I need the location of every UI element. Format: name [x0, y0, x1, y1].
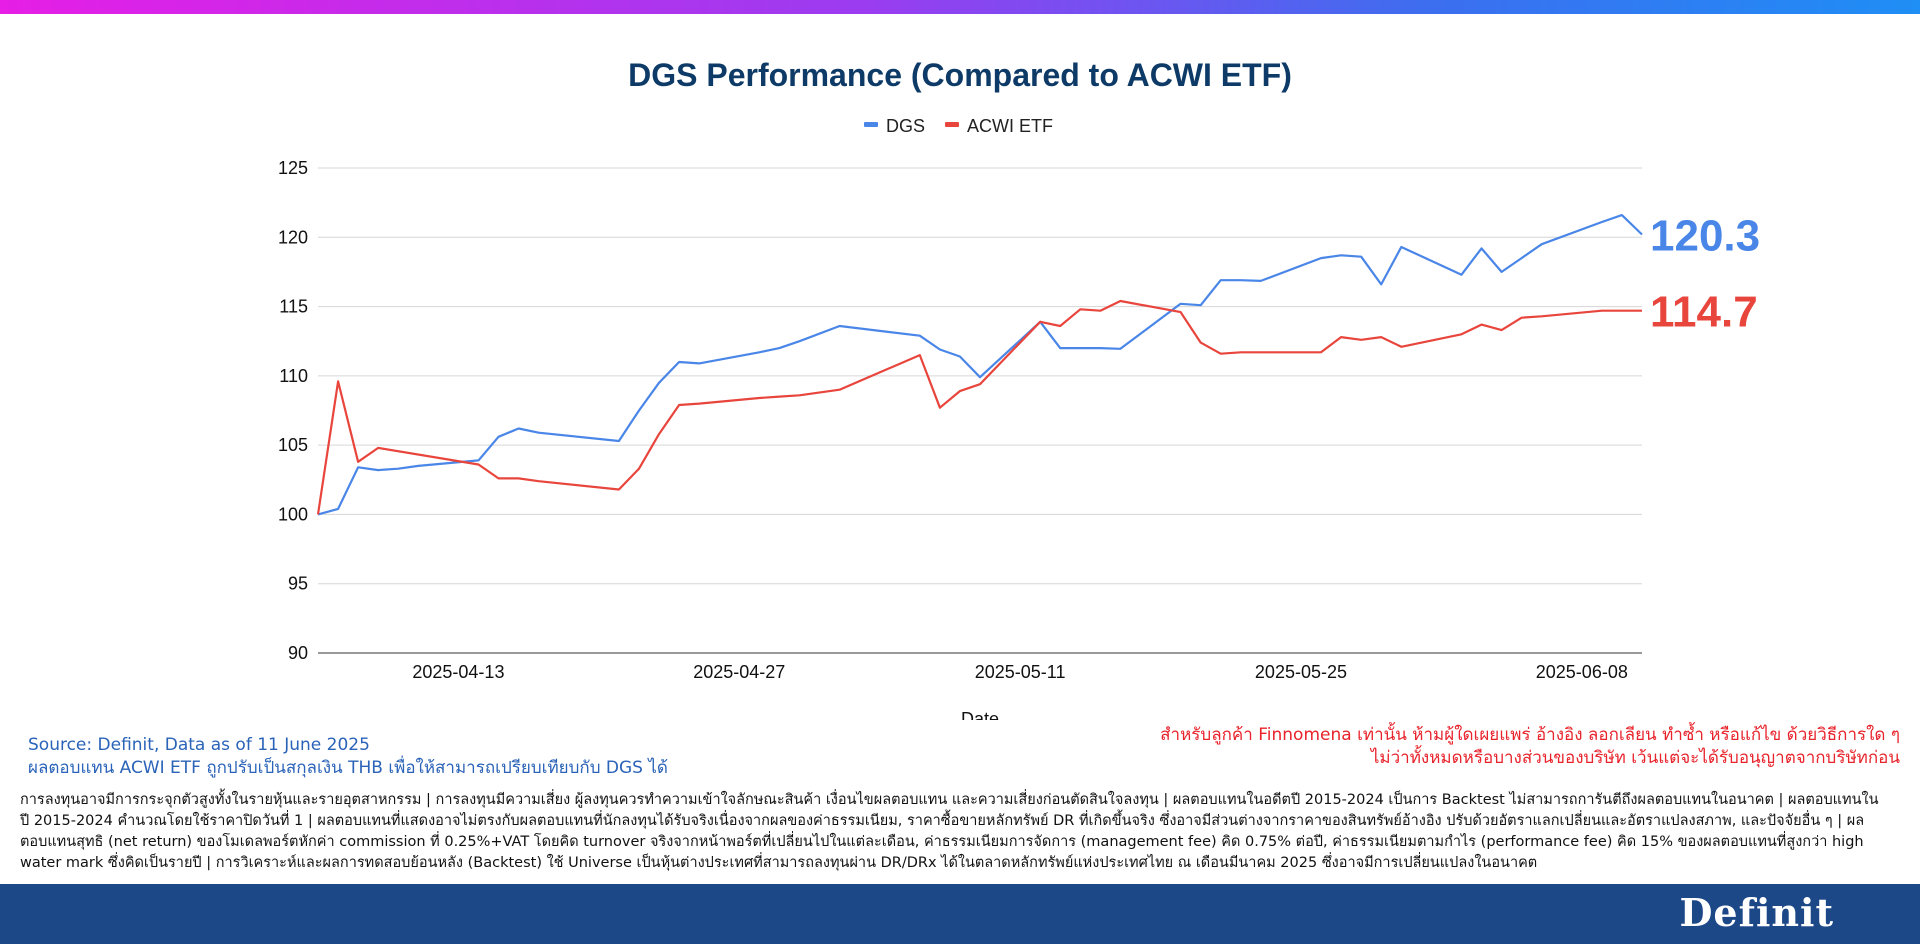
chart-series-lines — [316, 214, 1643, 516]
x-tick-label: 2025-04-27 — [693, 662, 785, 682]
y-tick-label: 110 — [279, 366, 308, 386]
x-tick-label: 2025-05-25 — [1255, 662, 1347, 682]
y-tick-label: 125 — [278, 158, 308, 178]
disclaimer-text: การลงทุนอาจมีการกระจุกตัวสูงทั้งในรายหุ้… — [20, 792, 1879, 871]
y-tick-label: 115 — [279, 297, 308, 317]
currency-note: ผลตอบแทน ACWI ETF ถูกปรับเป็นสกุลเงิน TH… — [28, 758, 668, 778]
chart-legend: DGS ACWI ETF — [864, 116, 1053, 136]
y-tick-label: 95 — [288, 574, 308, 594]
end-label-acwi-etf: 114.7 — [1650, 288, 1758, 337]
warning-line-1: สำหรับลูกค้า Finnomena เท่านั้น ห้ามผู้ใ… — [1160, 725, 1900, 745]
y-tick-label: 90 — [288, 643, 308, 663]
distribution-warning: สำหรับลูกค้า Finnomena เท่านั้น ห้ามผู้ใ… — [1160, 724, 1900, 770]
warning-line-2: ไม่ว่าทั้งหมดหรือบางส่วนของบริษัท เว้นแต… — [1370, 748, 1900, 768]
chart-title: DGS Performance (Compared to ACWI ETF) — [628, 57, 1292, 93]
legend-label: DGS — [886, 116, 925, 136]
y-tick-label: 105 — [278, 435, 308, 455]
x-tick-label: 2025-06-08 — [1536, 662, 1628, 682]
series-line-dgs — [317, 214, 1643, 516]
footer-bar: Definit — [0, 884, 1920, 944]
chart-gridlines — [318, 167, 1642, 654]
source-line: Source: Definit, Data as of 11 June 2025 — [28, 735, 370, 755]
performance-chart: DGS Performance (Compared to ACWI ETF) D… — [278, 57, 1760, 720]
series-line-acwi-etf — [316, 299, 1642, 515]
y-tick-label: 120 — [278, 227, 308, 247]
x-axis-ticks: 2025-04-13 2025-04-27 2025-05-11 2025-05-25… — [412, 662, 1627, 682]
end-value-labels: 120.3 114.7 — [1650, 212, 1760, 337]
x-tick-label: 2025-05-11 — [975, 662, 1066, 682]
legend-label: ACWI ETF — [967, 116, 1053, 136]
x-tick-label: 2025-04-13 — [412, 662, 504, 682]
source-note: Source: Definit, Data as of 11 June 2025… — [28, 734, 668, 780]
top-gradient-bar — [0, 0, 1920, 14]
end-label-dgs: 120.3 — [1650, 212, 1760, 261]
legend-swatch — [864, 122, 878, 127]
brand-logo: Definit — [1679, 890, 1834, 935]
y-axis-ticks: 90 95 100 105 110 115 120 125 — [278, 158, 308, 663]
y-tick-label: 100 — [278, 504, 308, 524]
x-axis-label: Date — [961, 709, 999, 720]
legend-swatch — [945, 122, 960, 127]
